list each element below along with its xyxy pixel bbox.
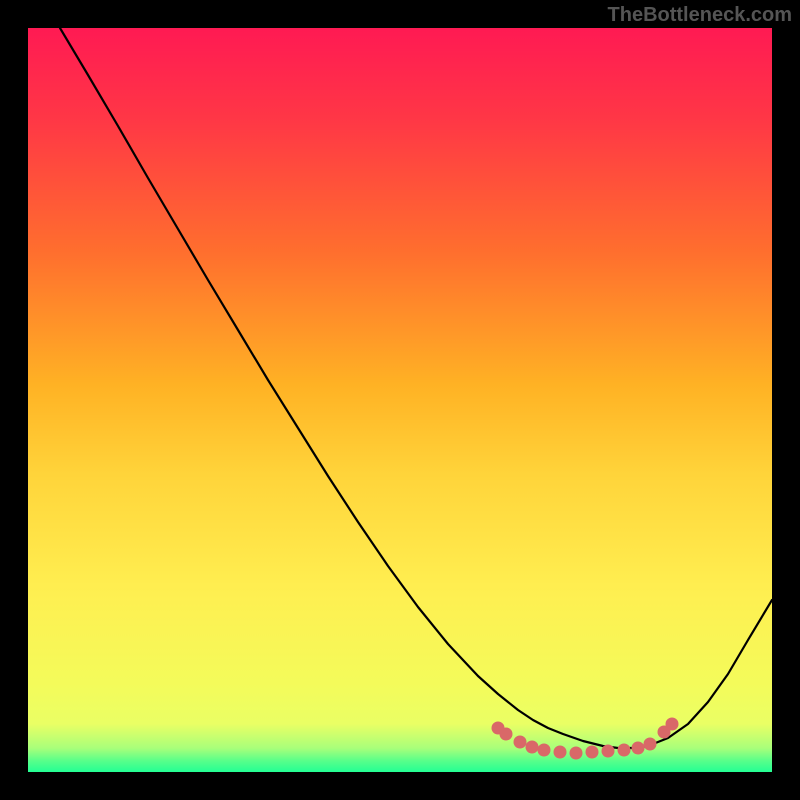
marker-dot bbox=[570, 747, 583, 760]
marker-dot bbox=[666, 718, 679, 731]
marker-dot bbox=[554, 746, 567, 759]
marker-dot bbox=[526, 741, 539, 754]
marker-dot bbox=[602, 745, 615, 758]
curve-layer bbox=[28, 28, 772, 772]
markers-group bbox=[492, 718, 679, 760]
marker-dot bbox=[632, 742, 645, 755]
marker-dot bbox=[644, 738, 657, 751]
marker-dot bbox=[538, 744, 551, 757]
main-curve bbox=[60, 28, 772, 748]
marker-dot bbox=[586, 746, 599, 759]
marker-dot bbox=[500, 728, 513, 741]
marker-dot bbox=[514, 736, 527, 749]
plot-area bbox=[28, 28, 772, 772]
marker-dot bbox=[618, 744, 631, 757]
chart-container: TheBottleneck.com bbox=[0, 0, 800, 800]
watermark-text: TheBottleneck.com bbox=[608, 4, 792, 27]
